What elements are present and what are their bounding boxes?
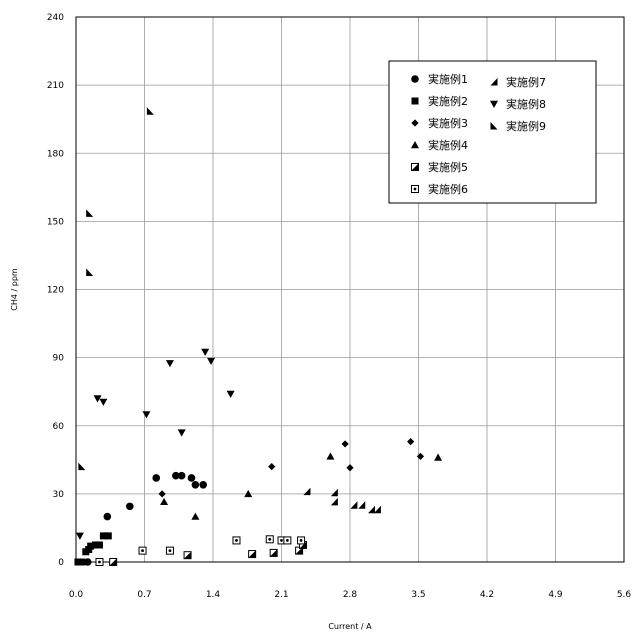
data-point-diamond: [407, 438, 414, 445]
legend-label: 実施例5: [428, 160, 468, 174]
legend-label: 実施例1: [428, 72, 468, 86]
data-point-triangle-down: [99, 399, 107, 406]
x-tick-label: 3.5: [411, 590, 425, 600]
y-tick-label: 0: [58, 558, 64, 568]
data-point-open-square: [233, 537, 240, 544]
data-point-circle: [199, 481, 207, 489]
y-tick-label: 120: [47, 286, 64, 296]
data-point-half-triangle: [358, 501, 365, 509]
y-tick-label: 180: [47, 149, 64, 159]
data-point-half-triangle: [368, 506, 375, 514]
data-point-square: [96, 541, 103, 548]
legend-label: 実施例6: [428, 182, 468, 196]
data-point-half-square: [249, 551, 256, 558]
data-point-open-square: [96, 559, 103, 566]
data-point-triangle-up: [326, 452, 334, 459]
data-point-half-triangle: [331, 498, 338, 506]
data-point-circle: [126, 503, 134, 511]
data-point-triangle-down: [166, 360, 174, 367]
legend: 実施例1 実施例2 実施例3 実施例4 実施例5 実施例6 実施例7 実施例8 実施例9: [389, 61, 596, 203]
y-tick-label: 240: [47, 13, 64, 23]
x-tick-label: 2.8: [343, 590, 358, 600]
data-point-open-square: [412, 186, 419, 193]
data-point-triangle-down: [142, 411, 150, 418]
data-points: [74, 107, 442, 566]
data-point-open-square: [139, 547, 146, 554]
legend-label: 実施例4: [428, 138, 468, 152]
legend-label: 実施例3: [428, 116, 468, 130]
legend-label: 実施例9: [506, 119, 546, 133]
data-point-half-square: [110, 559, 117, 566]
data-point-circle: [152, 474, 160, 482]
data-point-diamond: [346, 464, 353, 471]
data-point-triangle-down: [178, 429, 186, 436]
data-point-flag-triangle: [78, 463, 85, 471]
data-point-triangle-down: [227, 391, 235, 398]
x-tick-label: 5.6: [617, 590, 632, 600]
y-axis-title: CH4 / ppm: [10, 268, 19, 311]
data-point-triangle-down: [207, 358, 215, 365]
data-point-triangle-up: [434, 454, 442, 461]
data-point-square: [412, 98, 419, 105]
data-point-open-square: [298, 537, 305, 544]
x-tick-labels: 0.0 0.7 1.4 2.1 2.8 3.5 4.2 4.9 5.6: [69, 590, 632, 600]
y-tick-label: 150: [47, 217, 64, 227]
data-point-circle: [188, 474, 196, 482]
data-point-circle: [411, 75, 419, 83]
data-point-flag-triangle: [86, 209, 93, 217]
y-tick-labels: 0 30 60 90 120 150 180 210 240: [47, 13, 64, 568]
y-tick-label: 210: [47, 81, 64, 91]
y-tick-label: 90: [53, 354, 65, 364]
x-tick-label: 4.9: [548, 590, 563, 600]
data-point-half-triangle: [331, 489, 338, 497]
data-point-square: [105, 532, 112, 539]
x-tick-label: 4.2: [480, 590, 494, 600]
data-point-diamond: [159, 490, 166, 497]
y-tick-label: 60: [53, 422, 65, 432]
legend-label: 実施例8: [506, 97, 546, 111]
x-tick-label: 0.7: [137, 590, 151, 600]
x-axis-title: Current / A: [328, 622, 372, 631]
data-point-triangle-up: [191, 513, 199, 520]
data-point-circle: [104, 513, 112, 521]
data-point-circle: [192, 481, 200, 489]
legend-label: 実施例7: [506, 75, 546, 89]
x-tick-label: 2.1: [274, 590, 288, 600]
data-point-open-square: [266, 536, 273, 543]
data-point-diamond: [417, 453, 424, 460]
data-point-circle: [178, 472, 186, 480]
x-tick-label: 1.4: [206, 590, 221, 600]
x-tick-label: 0.0: [69, 590, 84, 600]
data-point-triangle-up: [160, 498, 168, 505]
data-point-square: [78, 559, 85, 566]
data-point-half-triangle: [350, 501, 357, 509]
data-point-half-square: [184, 552, 191, 559]
data-point-half-square: [270, 549, 277, 556]
data-point-open-square: [284, 537, 291, 544]
data-point-diamond: [342, 440, 349, 447]
legend-box: [389, 61, 596, 203]
y-tick-label: 30: [53, 490, 65, 500]
data-point-open-square: [166, 547, 173, 554]
data-point-flag-triangle: [147, 107, 154, 115]
data-point-triangle-down: [76, 533, 84, 540]
data-point-half-square: [412, 164, 419, 171]
data-point-flag-triangle: [86, 268, 93, 276]
data-point-diamond: [268, 463, 275, 470]
data-point-triangle-down: [201, 349, 209, 356]
legend-label: 実施例2: [428, 94, 468, 108]
